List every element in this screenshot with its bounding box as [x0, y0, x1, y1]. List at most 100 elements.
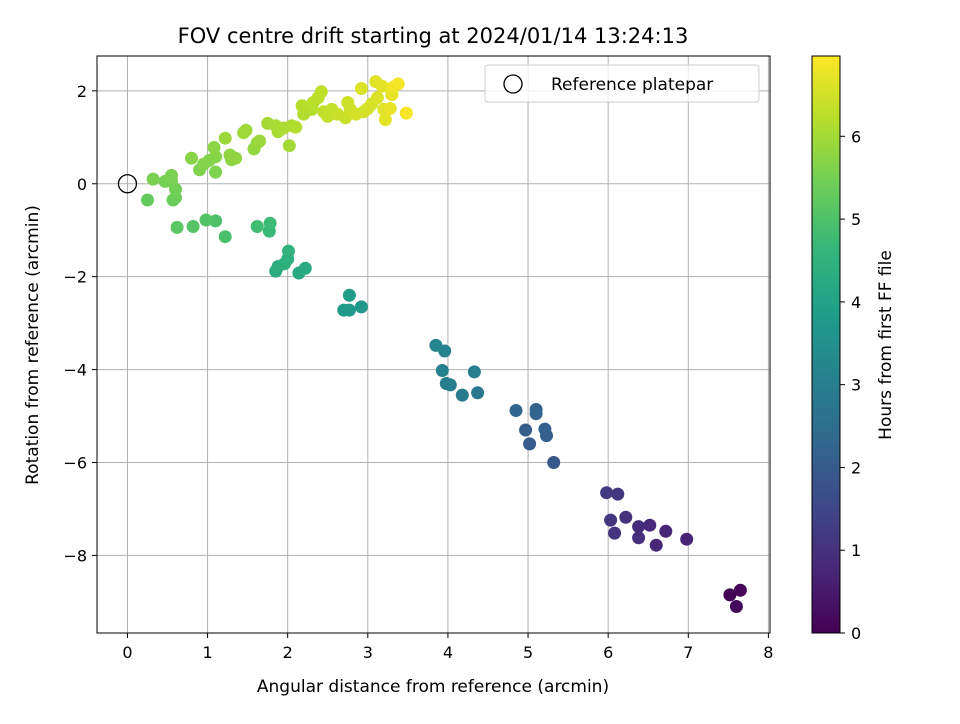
data-point: [608, 526, 622, 540]
data-point: [282, 244, 295, 258]
data-points: [141, 75, 747, 613]
data-point: [467, 365, 481, 379]
data-point: [391, 77, 405, 91]
data-point: [186, 220, 200, 233]
x-tick-label: 5: [523, 643, 533, 662]
data-point: [429, 338, 443, 352]
axes-frame: [96, 55, 771, 634]
y-tick-label: −8: [63, 546, 87, 565]
y-tick-label: −2: [63, 268, 87, 287]
x-tick-label: 6: [603, 643, 613, 662]
data-point: [218, 230, 232, 244]
data-point: [361, 102, 375, 115]
data-point: [547, 456, 561, 469]
x-tick-label: 2: [283, 643, 293, 662]
y-axis-label: Rotation from reference (arcmin): [23, 205, 43, 485]
y-tick-label: −6: [63, 454, 87, 473]
data-point: [141, 193, 154, 207]
data-point: [529, 407, 543, 421]
data-point: [723, 588, 737, 602]
y-axis-ticks: 2 0 −2 −4 −6 −8: [63, 82, 97, 565]
colorbar-label: Hours from first FF file: [876, 250, 896, 440]
colorbar-tick-label: 5: [851, 210, 861, 229]
data-point: [680, 532, 694, 546]
colorbar-tick-label: 4: [851, 293, 861, 312]
data-point: [209, 165, 223, 179]
data-point: [519, 423, 533, 437]
data-point: [165, 168, 178, 182]
colorbar-tick-label: 6: [851, 127, 861, 146]
data-point: [659, 524, 673, 538]
data-point: [375, 79, 389, 93]
data-point: [509, 404, 523, 417]
data-point: [399, 106, 413, 120]
data-point: [209, 214, 223, 228]
reference-platepar-marker: [117, 174, 138, 194]
x-tick-label: 0: [122, 643, 132, 662]
data-point: [354, 82, 368, 95]
data-point: [439, 377, 453, 390]
legend-box: [484, 64, 760, 103]
data-point: [370, 91, 384, 105]
data-point: [729, 600, 743, 613]
legend: Reference platepar: [484, 64, 760, 103]
x-tick-label: 1: [202, 643, 212, 662]
colorbar-tick-label: 3: [851, 376, 861, 395]
x-tick-label: 3: [363, 643, 373, 662]
data-point: [185, 151, 198, 165]
data-point: [253, 134, 267, 148]
colorbar-tick-label: 1: [851, 541, 861, 560]
data-point: [337, 303, 351, 317]
data-point: [378, 113, 392, 127]
colorbar-ticks: 0 1 2 3 4 5 6: [840, 127, 861, 643]
data-point: [733, 583, 747, 597]
x-tick-label: 4: [443, 643, 453, 662]
data-point: [354, 300, 368, 314]
data-point: [619, 510, 633, 524]
x-axis-ticks: 0 1 2 3 4 5 6 7 8: [122, 633, 773, 662]
data-point: [342, 288, 356, 302]
data-point: [289, 120, 303, 134]
data-point: [435, 364, 449, 377]
grid: [97, 56, 770, 633]
x-tick-label: 7: [683, 643, 693, 662]
data-point: [523, 437, 537, 451]
data-point: [207, 141, 221, 154]
y-tick-label: 0: [77, 175, 87, 194]
data-point: [146, 172, 160, 186]
data-point: [643, 518, 657, 532]
x-axis-label: Angular distance from reference (arcmin): [257, 677, 609, 697]
data-point: [341, 96, 355, 109]
reference-layer: [117, 174, 138, 194]
data-point: [239, 123, 253, 137]
legend-marker-icon: [503, 74, 523, 94]
data-point: [218, 131, 232, 145]
data-point: [263, 216, 277, 230]
data-point: [611, 487, 625, 501]
chart-title: FOV centre drift starting at 2024/01/14 …: [178, 24, 689, 48]
data-point: [471, 386, 485, 400]
colorbar-tick-label: 0: [851, 624, 861, 643]
data-point: [170, 220, 184, 234]
data-point: [604, 513, 618, 527]
data-point: [314, 85, 328, 99]
y-tick-label: −4: [63, 361, 87, 380]
data-point: [383, 102, 397, 115]
colorbar: 0 1 2 3 4 5 6 Hours from first FF file: [811, 55, 896, 643]
colorbar-tick-label: 2: [851, 458, 861, 477]
data-point: [538, 422, 552, 436]
data-point: [199, 213, 213, 227]
data-point: [455, 388, 469, 402]
data-point: [649, 538, 663, 552]
data-point: [282, 139, 296, 153]
data-point: [632, 520, 646, 534]
legend-entry: Reference platepar: [551, 75, 713, 95]
data-point: [632, 531, 646, 545]
y-tick-label: 2: [77, 82, 87, 101]
data-point: [223, 148, 237, 162]
data-point: [250, 220, 264, 233]
data-point: [298, 261, 312, 275]
x-tick-label: 8: [763, 643, 773, 662]
